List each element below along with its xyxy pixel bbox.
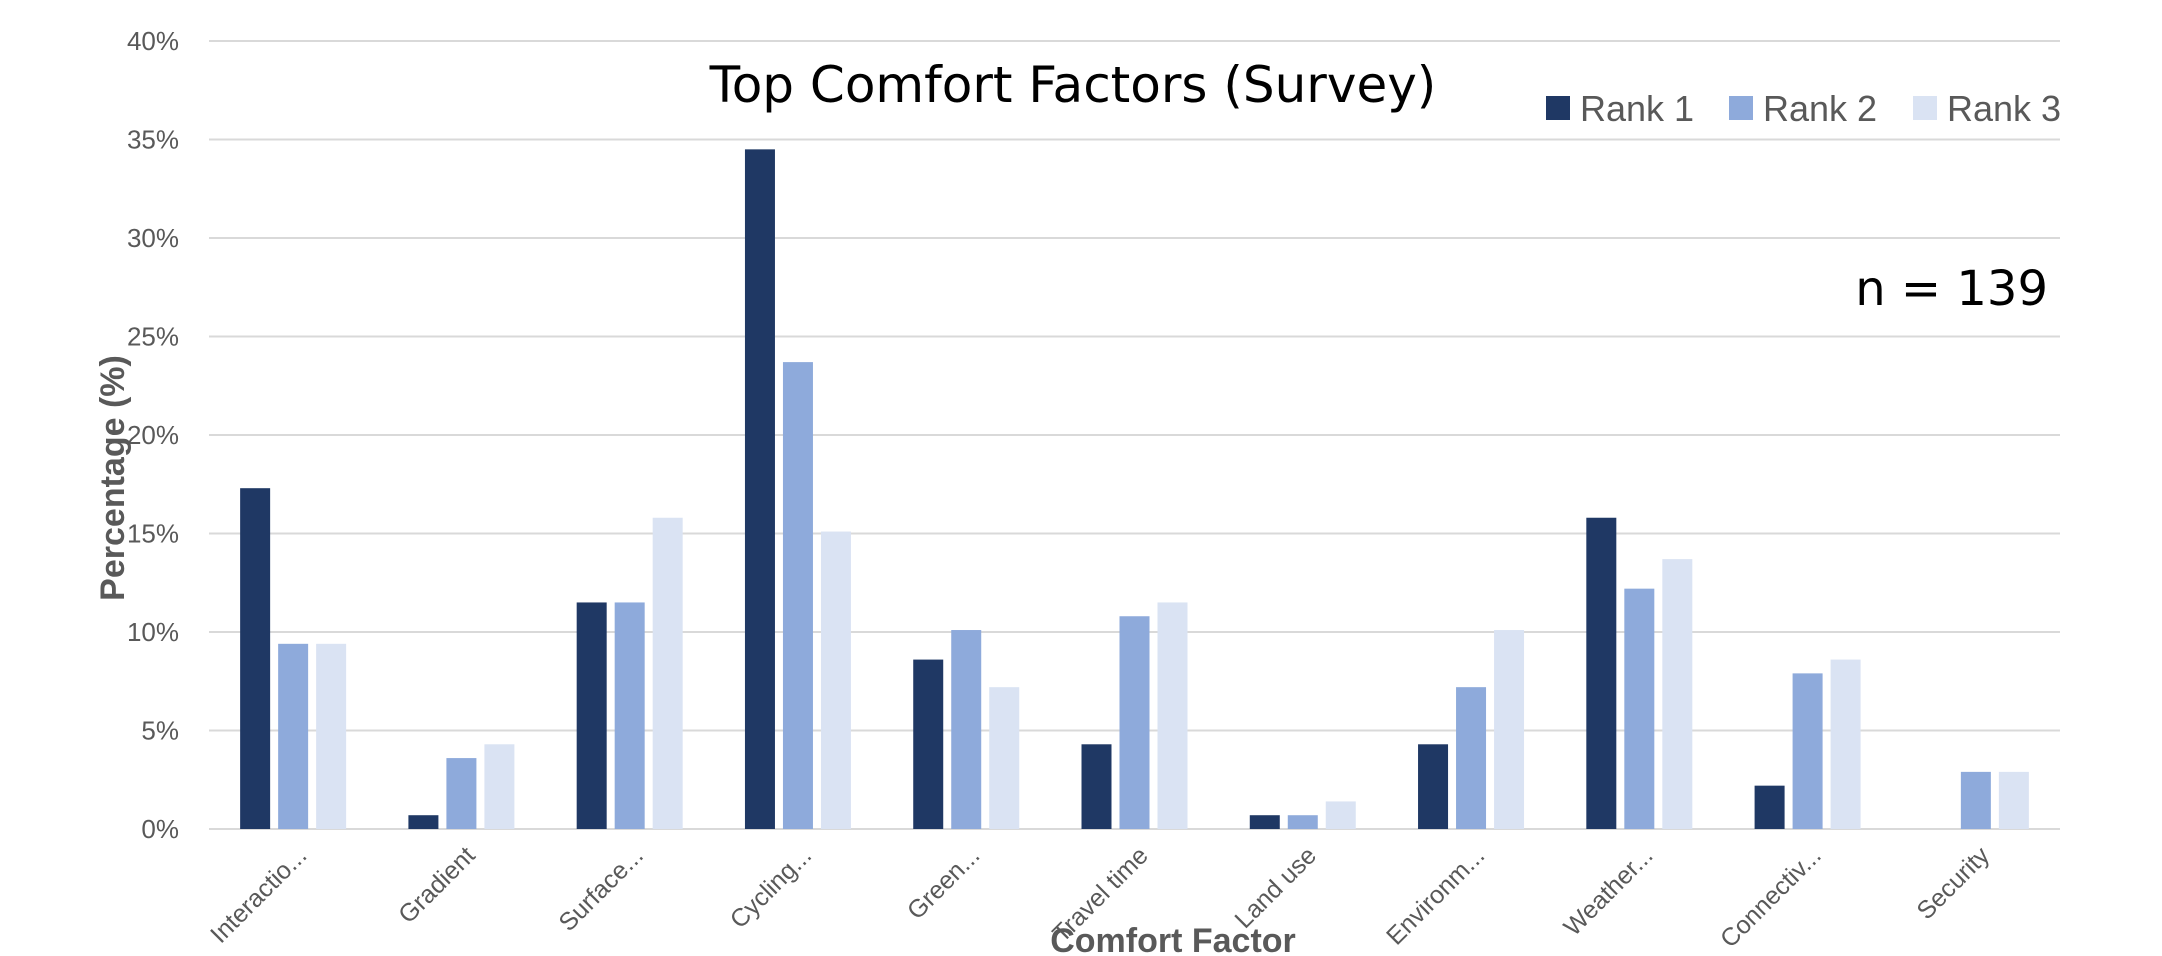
bar-rank-3 [1157,602,1188,829]
legend-label: Rank 3 [1947,88,2061,129]
bar-rank-1 [744,149,775,830]
x-tick-label: Surface... [553,841,648,936]
y-tick-label: 25% [127,322,179,352]
x-tick-label: Weather... [1559,841,1659,941]
bar-rank-1 [576,602,607,829]
bar-rank-1 [240,488,271,829]
chart-title: Top Comfort Factors (Survey) [709,56,1437,114]
bar-rank-2 [1960,771,1991,829]
y-tick-label: 40% [127,26,179,56]
x-tick-label: Land use [1229,841,1322,934]
bar-rank-1 [1754,785,1785,829]
bar-rank-3 [316,643,347,829]
y-tick-label: 35% [127,125,179,155]
bar-rank-3 [652,517,683,829]
x-tick-label: Interactio... [205,841,312,948]
legend-swatch [1729,96,1753,120]
x-tick-label: Connectiv... [1715,841,1827,953]
bar-rank-2 [1792,673,1823,829]
x-tick-label: Cycling... [725,841,817,933]
y-tick-label: 30% [127,223,179,253]
bar-rank-3 [1998,771,2029,829]
bar-rank-3 [1830,659,1861,829]
bar-rank-3 [484,744,515,829]
bar-rank-2 [1119,616,1150,829]
bar-rank-1 [1081,744,1112,829]
x-tick-label: Environm... [1381,841,1490,950]
bar-rank-2 [1456,687,1487,829]
x-axis-title: Comfort Factor [1050,922,1296,956]
bar-rank-2 [1624,588,1655,829]
x-tick-label: Gradient [393,841,481,929]
x-tick-label: Security [1911,841,1995,925]
bar-rank-3 [989,687,1020,829]
y-tick-label: 5% [141,716,179,746]
bar-rank-2 [446,758,477,829]
y-axis-ticks: 0% 5% 10% 15% 20% 25% 30% 35% 40% [127,26,179,844]
gridlines [209,40,2060,830]
y-tick-label: 20% [127,420,179,450]
legend-label: Rank 2 [1763,88,1877,129]
bar-rank-3 [1662,559,1693,829]
bar-rank-1 [913,659,944,829]
bar-rank-1 [408,815,439,829]
bar-rank-3 [1325,801,1356,829]
bar-rank-1 [1249,815,1280,829]
legend-swatch [1546,96,1570,120]
bar-rank-2 [614,602,645,829]
bar-rank-3 [1494,630,1525,829]
y-tick-label: 15% [127,519,179,549]
bar-rank-2 [951,630,982,829]
bars [240,149,2029,830]
legend: Rank 1 Rank 2 Rank 3 [1546,88,2061,129]
sample-size-note: n = 139 [1855,261,2048,317]
bar-rank-3 [820,531,851,829]
legend-swatch [1913,96,1937,120]
bar-rank-2 [278,643,309,829]
bar-rank-1 [1418,744,1449,829]
y-axis-title: Percentage (%) [94,355,132,601]
x-tick-label: Green... [902,841,986,925]
bar-rank-2 [1287,815,1318,829]
legend-label: Rank 1 [1580,88,1694,129]
y-tick-label: 0% [141,814,179,844]
bar-rank-1 [1586,517,1617,829]
bar-rank-2 [782,362,813,829]
y-tick-label: 10% [127,617,179,647]
